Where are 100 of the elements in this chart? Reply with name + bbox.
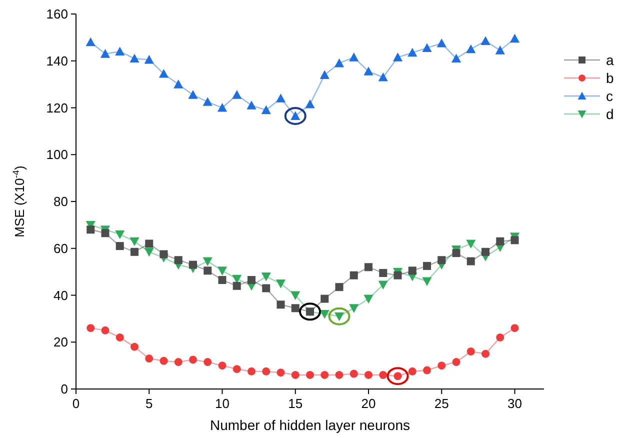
point (217, 102, 228, 112)
point (291, 304, 300, 312)
x-tick-label: 10 (215, 396, 230, 411)
y-tick-label: 40 (54, 288, 68, 303)
legend-label: a (606, 52, 614, 68)
point (408, 48, 418, 57)
point (378, 280, 388, 290)
point (320, 70, 330, 79)
point (160, 250, 168, 258)
point (130, 248, 138, 256)
x-tick-label: 25 (434, 396, 449, 411)
point (496, 237, 504, 246)
point (202, 97, 212, 106)
point (335, 283, 344, 292)
point (452, 358, 460, 366)
point (144, 248, 154, 257)
y-tick-label: 0 (60, 382, 68, 396)
point (145, 354, 154, 363)
legend-label: b (606, 70, 614, 86)
point (408, 367, 416, 376)
point (466, 348, 475, 356)
point (436, 38, 446, 48)
y-tick-label: 100 (46, 147, 68, 162)
point (246, 100, 256, 110)
y-tick-label: 160 (46, 6, 68, 22)
point (423, 366, 431, 374)
y-tick-label: 80 (54, 194, 68, 209)
x-tick-label: 20 (361, 396, 376, 411)
point (174, 358, 182, 366)
point (392, 52, 403, 62)
x-tick-label: 15 (288, 396, 303, 411)
point (466, 257, 475, 266)
point (189, 260, 197, 269)
x-tick-label: 5 (146, 396, 153, 411)
point (378, 72, 388, 82)
point (510, 236, 519, 244)
point (306, 370, 314, 379)
point (232, 365, 241, 374)
point (276, 280, 286, 288)
y-tick-label: 20 (54, 334, 68, 350)
point (86, 37, 96, 46)
legend-label: d (606, 106, 614, 122)
point (130, 342, 138, 351)
x-tick-label: 30 (508, 396, 522, 411)
point (189, 356, 197, 364)
point (276, 94, 286, 102)
point (364, 66, 374, 76)
point (101, 326, 110, 334)
point (115, 46, 125, 56)
point (438, 362, 446, 370)
point (160, 356, 168, 365)
point (158, 68, 169, 78)
point (495, 46, 505, 54)
point (145, 240, 154, 248)
point (335, 370, 344, 379)
point (116, 333, 124, 342)
point (510, 324, 519, 332)
point (320, 370, 329, 379)
point (248, 276, 256, 284)
point (130, 54, 140, 63)
point (262, 284, 270, 292)
point (276, 368, 285, 377)
point (305, 99, 315, 108)
point (320, 310, 330, 319)
point (291, 370, 300, 379)
x-tick-label: 0 (72, 396, 80, 411)
point (334, 58, 344, 68)
point (204, 358, 212, 366)
point (86, 226, 95, 234)
point (290, 291, 300, 300)
point (349, 304, 359, 313)
point (482, 350, 490, 358)
point (438, 256, 446, 264)
point (232, 90, 242, 99)
point (101, 229, 110, 238)
point (202, 257, 212, 266)
point (466, 240, 476, 248)
point (466, 44, 476, 54)
point (350, 370, 358, 378)
point (379, 370, 388, 379)
point (130, 237, 140, 246)
point (451, 54, 462, 63)
point (349, 52, 359, 62)
point (144, 54, 154, 64)
point (408, 266, 416, 275)
y-tick-label: 120 (46, 100, 68, 116)
point (496, 333, 504, 342)
point (394, 271, 402, 280)
point (204, 266, 212, 275)
point (115, 230, 125, 240)
point (510, 34, 520, 43)
point (262, 367, 270, 376)
point (422, 43, 432, 52)
point (452, 249, 460, 258)
point (261, 105, 271, 114)
point (276, 300, 285, 309)
point (482, 248, 490, 256)
point (350, 271, 358, 280)
point (248, 367, 256, 376)
point (218, 276, 226, 284)
